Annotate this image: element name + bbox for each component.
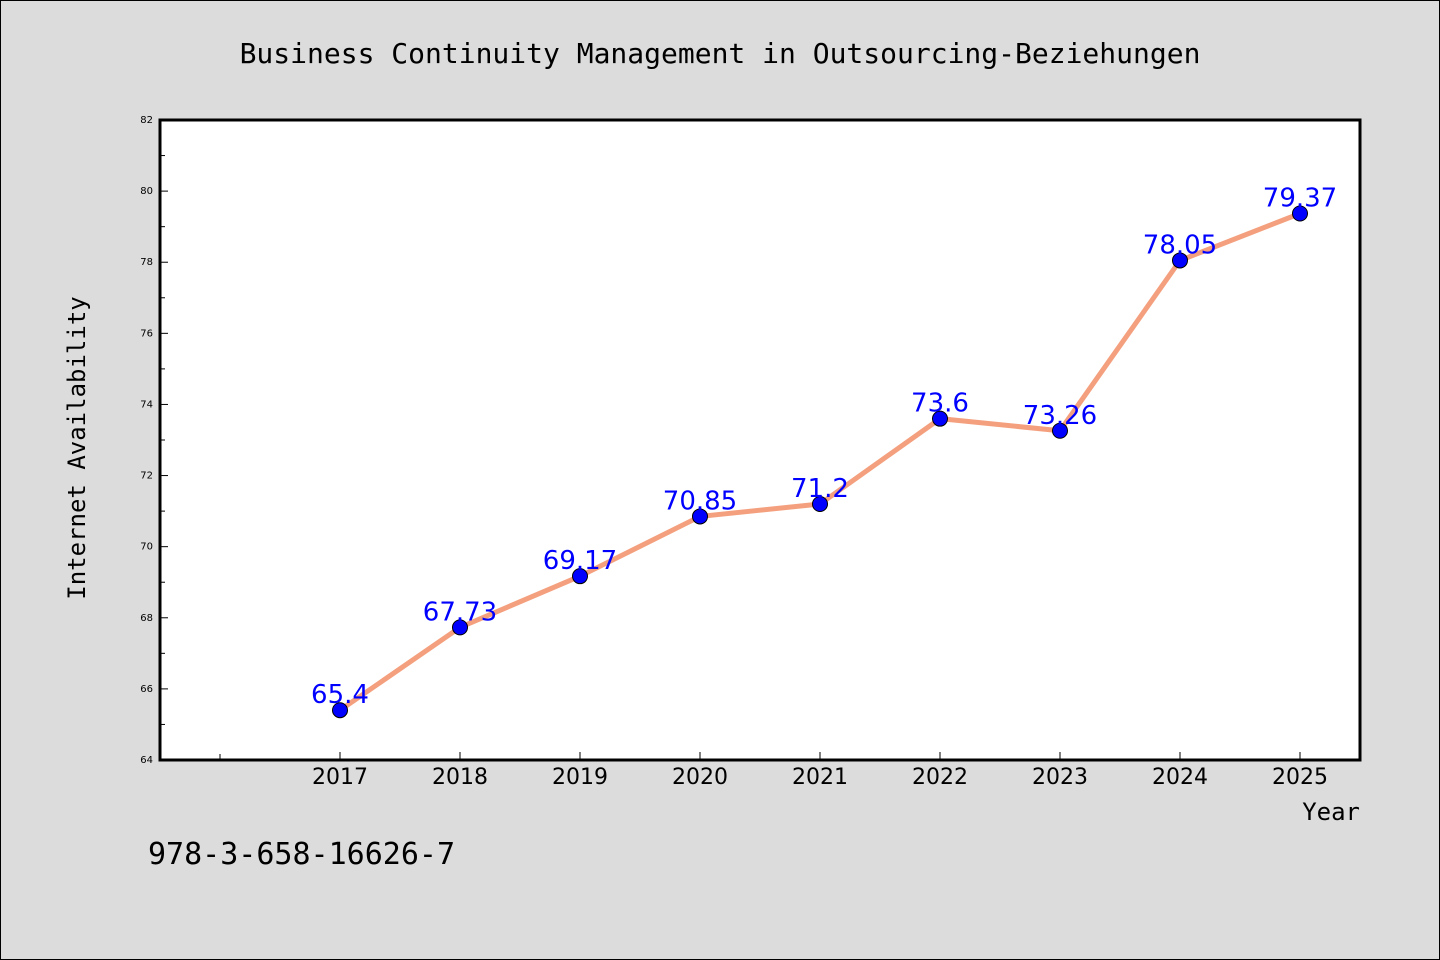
data-label: 78.05 xyxy=(1143,230,1217,260)
data-label: 79.37 xyxy=(1263,184,1337,214)
x-tick-label: 2020 xyxy=(672,765,728,790)
chart-title: Business Continuity Management in Outsou… xyxy=(240,37,1201,70)
data-label: 69.17 xyxy=(543,546,617,576)
y-tick-label: 68 xyxy=(140,613,153,624)
data-point xyxy=(932,410,948,427)
x-tick-label: 2019 xyxy=(552,765,608,790)
y-tick-label: 80 xyxy=(140,186,153,197)
x-tick-label: 2017 xyxy=(312,765,368,790)
data-point xyxy=(572,568,588,585)
series-group: 65.4 67.73 69.17 70.85 71.2 73.6 73.26 78.05 79.… xyxy=(311,184,1337,719)
y-tick-label: 72 xyxy=(140,471,153,482)
data-label: 67.73 xyxy=(423,597,497,627)
data-point xyxy=(332,702,348,719)
x-tick-label: 2025 xyxy=(1272,765,1328,790)
y-tick-label: 82 xyxy=(140,115,153,126)
plot-area xyxy=(158,118,1362,762)
data-point xyxy=(452,619,468,636)
x-tick-label: 2024 xyxy=(1152,765,1208,790)
data-label: 65.4 xyxy=(311,680,369,710)
data-label: 70.85 xyxy=(663,486,737,516)
x-axis-label: Year xyxy=(1302,798,1360,826)
data-point xyxy=(812,496,828,512)
data-point xyxy=(1052,422,1068,439)
x-tick-label: 2021 xyxy=(792,765,848,790)
y-tick-label: 64 xyxy=(140,755,153,766)
isbn-text: 978-3-658-16626-7 xyxy=(148,837,455,872)
y-tick-label: 66 xyxy=(140,684,153,695)
x-tick-label: 2022 xyxy=(912,765,968,790)
x-tick-label: 2018 xyxy=(432,765,488,790)
y-axis-label: Internet Availability xyxy=(63,296,91,599)
data-label: 73.26 xyxy=(1023,401,1097,431)
data-point xyxy=(1292,205,1308,222)
x-axis: 2017 2018 2019 2020 2021 2022 2023 2024 2025 xyxy=(219,752,1328,790)
x-tick-label: 2023 xyxy=(1032,765,1088,790)
data-label: 73.6 xyxy=(911,389,969,419)
y-tick-label: 76 xyxy=(140,328,153,339)
y-tick-label: 74 xyxy=(140,399,153,410)
y-tick-label: 70 xyxy=(140,542,153,553)
y-tick-label: 78 xyxy=(140,257,153,268)
y-axis: 64 66 68 70 72 74 76 78 80 82 xyxy=(140,115,168,766)
data-point xyxy=(692,508,708,525)
data-label: 71.2 xyxy=(791,474,849,504)
data-point xyxy=(1172,252,1188,269)
